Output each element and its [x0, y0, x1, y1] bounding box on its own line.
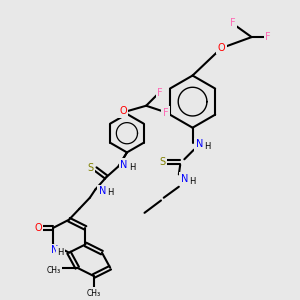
Text: F: F: [163, 108, 168, 118]
Text: N: N: [181, 173, 188, 184]
Text: F: F: [157, 88, 163, 98]
Text: S: S: [159, 157, 165, 167]
Text: N: N: [121, 160, 128, 170]
Text: N: N: [98, 186, 106, 196]
Text: N: N: [196, 139, 203, 149]
Text: H: H: [189, 177, 196, 186]
Text: O: O: [119, 106, 127, 116]
Text: N: N: [51, 245, 58, 256]
Text: CH₃: CH₃: [47, 266, 61, 275]
Text: O: O: [34, 223, 42, 233]
Text: CH₃: CH₃: [87, 289, 101, 298]
Text: H: H: [205, 142, 211, 152]
Text: F: F: [265, 32, 271, 42]
Text: H: H: [107, 188, 114, 197]
Text: S: S: [87, 163, 94, 172]
Text: H: H: [58, 248, 64, 256]
Text: O: O: [218, 43, 225, 53]
Text: H: H: [129, 163, 136, 172]
Text: F: F: [230, 18, 235, 28]
